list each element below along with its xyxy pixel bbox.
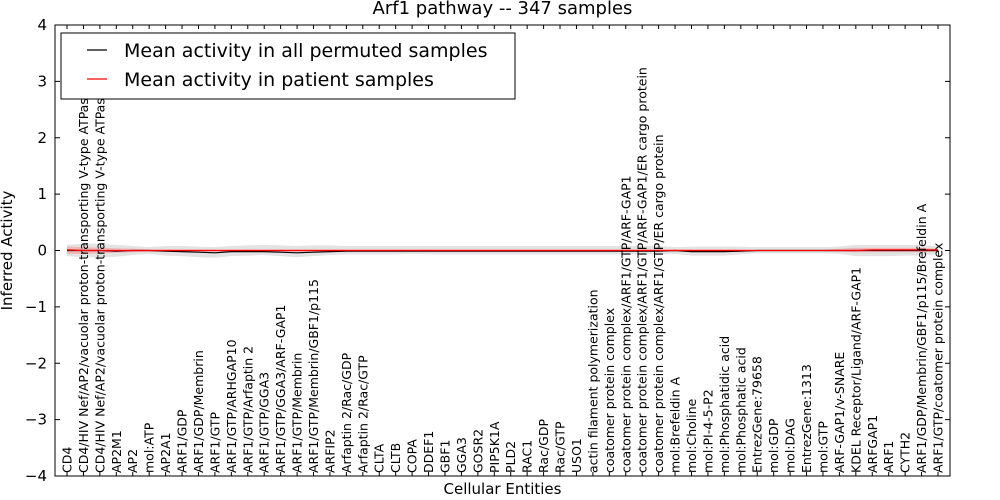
- x-tick-label: ARF1/GDP/Membrin: [191, 350, 206, 473]
- x-tick-label: CD4/HIV Nef/AP2/vacuolar proton-transpor…: [92, 34, 107, 474]
- x-tick-label: AP2M1: [109, 430, 124, 473]
- legend-label: Mean activity in patient samples: [124, 69, 434, 91]
- legend-label: Mean activity in all permuted samples: [124, 40, 487, 62]
- x-tick-label: ARF1/GTP/GGA3: [257, 372, 272, 473]
- y-tick-label: −4: [25, 467, 47, 485]
- y-tick-label: 1: [37, 185, 47, 203]
- y-tick-label: 0: [37, 242, 47, 260]
- x-tick-label: EntrezGene:79658: [750, 356, 765, 473]
- x-tick-label: ARF1/GTP/ARHGAP10: [224, 339, 239, 473]
- x-tick-label: DDEF1: [421, 431, 436, 473]
- x-axis: CD4 CD4/HIV Nef/AP2/vacuolar proton-trans…: [60, 25, 946, 476]
- x-tick-label: mol:GDP: [766, 418, 781, 473]
- y-axis-label: Inferred Activity: [0, 190, 16, 310]
- x-tick-label: actin filament polymerization: [585, 289, 600, 473]
- series-lines: [66, 249, 938, 254]
- x-tick-label: CYTH2: [898, 432, 913, 473]
- x-tick-label: CLTB: [388, 443, 403, 473]
- x-tick-label: coatomer protein complex/ARF1/GTP/ARF-GA…: [618, 175, 633, 473]
- x-tick-label: mol:Brefeldin A: [668, 376, 683, 473]
- x-tick-label: mol:Phosphatic acid: [733, 347, 748, 473]
- y-tick-label: 4: [37, 16, 47, 34]
- x-tick-label: PLD2: [503, 441, 518, 473]
- y-tick-label: 3: [37, 72, 47, 90]
- x-tick-label: mol:GTP: [816, 421, 831, 473]
- x-tick-label: mol:PI-4-5-P2: [700, 389, 715, 473]
- x-tick-label: GOSR2: [470, 429, 485, 473]
- x-tick-label: GBF1: [438, 440, 453, 473]
- x-tick-label: ARF1/GTP: [207, 412, 222, 473]
- x-tick-label: PIP5K1A: [487, 421, 502, 473]
- x-tick-label: ARFIP2: [322, 429, 337, 473]
- x-tick-label: ARF1/GTP/Arfaptin 2: [240, 346, 255, 473]
- x-tick-label: ARF1/GTP/Membrin: [290, 353, 305, 473]
- x-tick-label: AP2A1: [158, 432, 173, 473]
- chart-title: Arf1 pathway -- 347 samples: [373, 0, 633, 19]
- x-tick-label: coatomer protein complex/ARF1/GTP/ER car…: [651, 134, 666, 473]
- x-tick-label: ARF1/GDP/Membrin/GBF1/p115/Brefeldin A: [914, 203, 929, 473]
- x-tick-label: EntrezGene:1313: [799, 364, 814, 473]
- y-tick-label: −3: [25, 411, 47, 429]
- x-tick-label: mol:Choline: [684, 398, 699, 473]
- x-tick-label: ARF-GAP1/v-SNARE: [832, 352, 847, 473]
- x-tick-label: RAC1: [520, 440, 535, 473]
- x-tick-label: Arfaptin 2/Rac/GDP: [339, 352, 354, 473]
- x-tick-label: Arfaptin 2/Rac/GTP: [355, 355, 370, 473]
- x-tick-label: ARF1: [881, 441, 896, 473]
- x-tick-label: mol:ATP: [142, 422, 157, 473]
- x-tick-label: Rac/GDP: [536, 419, 551, 473]
- legend: Mean activity in all permuted samples Mea…: [60, 32, 516, 100]
- x-tick-label: AP2: [125, 449, 140, 473]
- x-tick-label: COPA: [405, 439, 420, 473]
- x-tick-label: USO1: [569, 438, 584, 473]
- x-tick-label: CD4: [60, 447, 75, 473]
- x-tick-label: ARF1/GTP/GGA3/ARF-GAP1: [273, 305, 288, 473]
- x-tick-label: mol:Phosphatidic acid: [717, 336, 732, 473]
- x-tick-label: ARFGAP1: [865, 415, 880, 473]
- x-tick-label: CD4/HIV Nef/AP2/vacuolar proton-transpor…: [76, 34, 91, 474]
- x-tick-label: Rac/GTP: [553, 421, 568, 473]
- x-tick-label: coatomer protein complex/ARF1/GTP/ARF-GA…: [635, 67, 650, 473]
- x-tick-label: CLTA: [372, 443, 387, 473]
- y-tick-label: −2: [25, 354, 47, 372]
- legend-box: [60, 32, 516, 100]
- x-axis-label: Cellular Entities: [444, 480, 562, 498]
- x-tick-label: ARF1/GTP/Membrin/GBF1/p115: [306, 279, 321, 473]
- x-tick-label: ARF1/GTP/coatomer protein complex: [931, 243, 946, 473]
- y-tick-label: 2: [37, 129, 47, 147]
- x-tick-label: coatomer protein complex: [602, 308, 617, 473]
- x-tick-label: mol:DAG: [783, 418, 798, 473]
- y-tick-label: −1: [25, 298, 47, 316]
- x-tick-label: ARF1/GDP: [175, 409, 190, 473]
- series-line-patient: [66, 249, 938, 252]
- y-axis: −4 −3 −2 −1 0 1 2 3 4: [25, 16, 950, 485]
- x-tick-label: GGA3: [454, 437, 469, 473]
- x-tick-label: KDEL Receptor/Ligand/ARF-GAP1: [848, 267, 863, 473]
